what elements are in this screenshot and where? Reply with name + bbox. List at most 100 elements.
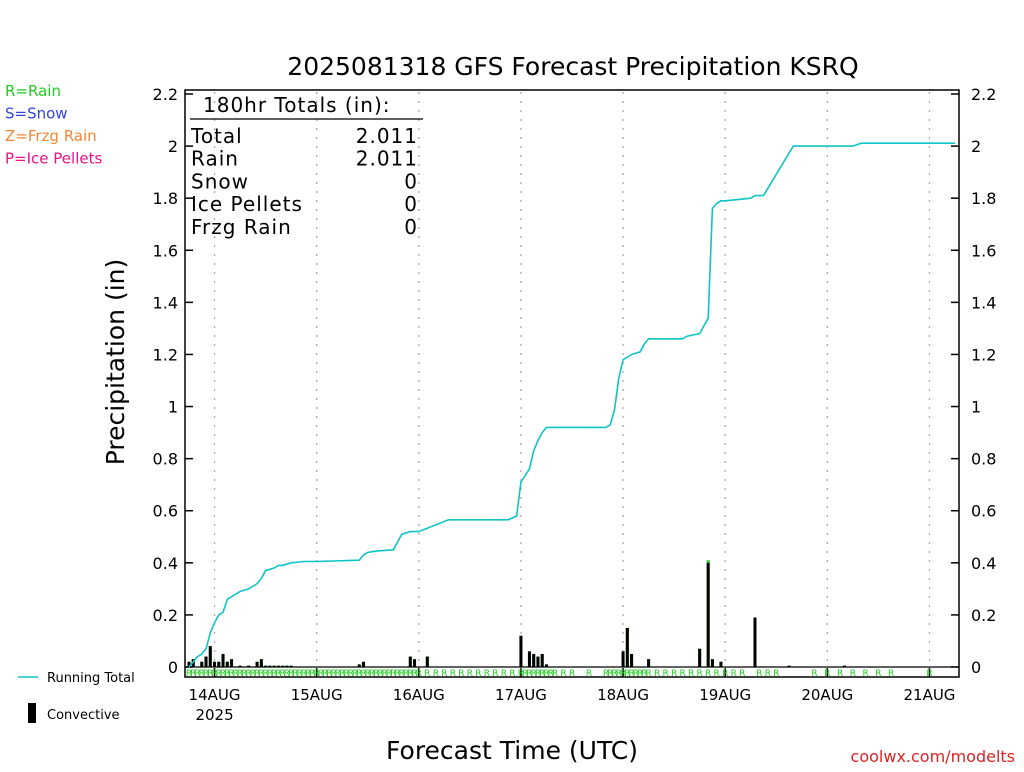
rain-type-marker: R xyxy=(680,669,686,679)
rain-type-marker: R xyxy=(450,669,456,679)
rain-type-marker: R xyxy=(292,669,298,679)
rain-type-marker: R xyxy=(560,669,566,679)
rain-type-marker: R xyxy=(501,669,507,679)
rain-type-marker: R xyxy=(552,669,558,679)
rain-type-marker: R xyxy=(245,669,251,679)
rain-type-marker: R xyxy=(190,669,196,679)
rain-type-marker: R xyxy=(611,669,617,679)
convective-bar xyxy=(187,661,191,667)
rain-type-marker: R xyxy=(705,669,711,679)
y-tick-label-right: 0.6 xyxy=(971,502,996,521)
convective-bar xyxy=(753,617,757,667)
credit-text: coolwx.com/modelts xyxy=(851,747,1015,766)
totals-row-label: Frzg Rain xyxy=(191,215,292,239)
rain-type-marker: R xyxy=(267,669,273,679)
rain-type-marker: R xyxy=(318,669,324,679)
y-tick-label-right: 2.2 xyxy=(971,85,996,104)
rain-type-marker: R xyxy=(390,669,396,679)
rain-type-marker: R xyxy=(326,669,332,679)
convective-bar xyxy=(204,656,208,667)
convective-bar xyxy=(276,665,280,667)
totals-header: 180hr Totals (in): xyxy=(203,93,391,117)
rain-type-marker: R xyxy=(543,669,549,679)
rain-type-marker: R xyxy=(654,669,660,679)
rain-type-marker: R xyxy=(411,669,417,679)
rain-type-marker: R xyxy=(403,669,409,679)
rain-type-marker: R xyxy=(233,669,239,679)
rain-type-marker: R xyxy=(875,669,881,679)
convective-bar xyxy=(255,661,259,667)
convective-bar xyxy=(630,653,634,667)
convective-bar xyxy=(625,627,629,667)
rain-type-marker: R xyxy=(671,669,677,679)
y-tick-label-left: 1 xyxy=(168,398,178,417)
rain-type-marker: R xyxy=(484,669,490,679)
convective-bar xyxy=(698,648,702,667)
rain-type-marker: R xyxy=(773,669,779,679)
rain-type-marker: R xyxy=(262,669,268,679)
rain-type-marker: R xyxy=(399,669,405,679)
convective-bar xyxy=(425,656,429,667)
totals-box: 180hr Totals (in): Total 2.011 Rain 2.011 Sno… xyxy=(190,93,423,239)
y-axis-ticks: 0 00.2 0.20.4 0.40.6 0.60.8 0.81 11.2 1.21.4 1.4… xyxy=(153,85,997,677)
y-tick-label-left: 0 xyxy=(168,658,178,677)
x-tick-label: 15AUG xyxy=(291,686,343,704)
rain-type-marker: R xyxy=(339,669,345,679)
y-tick-label-right: 1.6 xyxy=(971,241,996,260)
rain-type-marker: R xyxy=(509,669,515,679)
convective-bar xyxy=(268,665,272,667)
rain-type-marker: R xyxy=(645,669,651,679)
plot-frame xyxy=(184,89,960,678)
rain-type-marker: R xyxy=(369,669,375,679)
y-tick-label-right: 1.2 xyxy=(971,345,996,364)
rain-type-marker: R xyxy=(335,669,341,679)
convective-bar xyxy=(532,653,536,667)
totals-row-value: 0 xyxy=(404,215,418,239)
rain-type-marker: R xyxy=(207,669,213,679)
rain-type-marker: R xyxy=(382,669,388,679)
convective-bar xyxy=(285,665,289,667)
running-total-legend-label: Running Total xyxy=(47,671,135,686)
convective-bar xyxy=(272,665,276,667)
rain-type-marker: R xyxy=(352,669,358,679)
rain-type-marker: R xyxy=(241,669,247,679)
y-tick-label-right: 0.8 xyxy=(971,450,996,469)
type-legend-item: P=Ice Pellets xyxy=(5,150,102,168)
day-gridlines xyxy=(213,92,931,675)
rain-type-marker: R xyxy=(518,669,524,679)
x-tick-label: 14AUG xyxy=(189,686,241,704)
rain-type-marker: R xyxy=(569,669,575,679)
convective-bar xyxy=(842,665,846,667)
rain-type-marker: R xyxy=(407,669,413,679)
totals-row-value: 2.011 xyxy=(356,147,418,171)
rain-type-marker: R xyxy=(624,669,630,679)
rain-type-marker: R xyxy=(237,669,243,679)
rain-type-marker: R xyxy=(343,669,349,679)
rain-type-marker: R xyxy=(697,669,703,679)
rain-type-marker: R xyxy=(616,669,622,679)
convective-bar xyxy=(230,659,234,667)
convective-bar xyxy=(719,661,723,667)
rain-type-marker: R xyxy=(365,669,371,679)
rain-type-marker: R xyxy=(275,669,281,679)
rain-type-marker: R xyxy=(297,669,303,679)
series-legend: Running Total Convective xyxy=(18,671,135,723)
rain-type-marker: R xyxy=(458,669,464,679)
rain-type-marker: R xyxy=(888,669,894,679)
x-tick-label: 16AUG xyxy=(393,686,445,704)
y-tick-label-right: 1 xyxy=(971,398,981,417)
totals-row-label: Snow xyxy=(191,169,249,193)
rain-type-marker: R xyxy=(539,669,545,679)
y-tick-label-left: 1.8 xyxy=(153,189,178,208)
convective-bar xyxy=(361,661,365,667)
rain-type-marker: R xyxy=(258,669,264,679)
y-tick-label-right: 1.4 xyxy=(971,293,996,312)
convective-bar xyxy=(259,659,263,667)
rain-type-marker: R xyxy=(309,669,315,679)
rain-type-marker: R xyxy=(628,669,634,679)
y-tick-label-left: 1.6 xyxy=(153,241,178,260)
rain-type-marker: R xyxy=(271,669,277,679)
rain-type-marker: R xyxy=(531,669,537,679)
rain-type-marker: R xyxy=(386,669,392,679)
